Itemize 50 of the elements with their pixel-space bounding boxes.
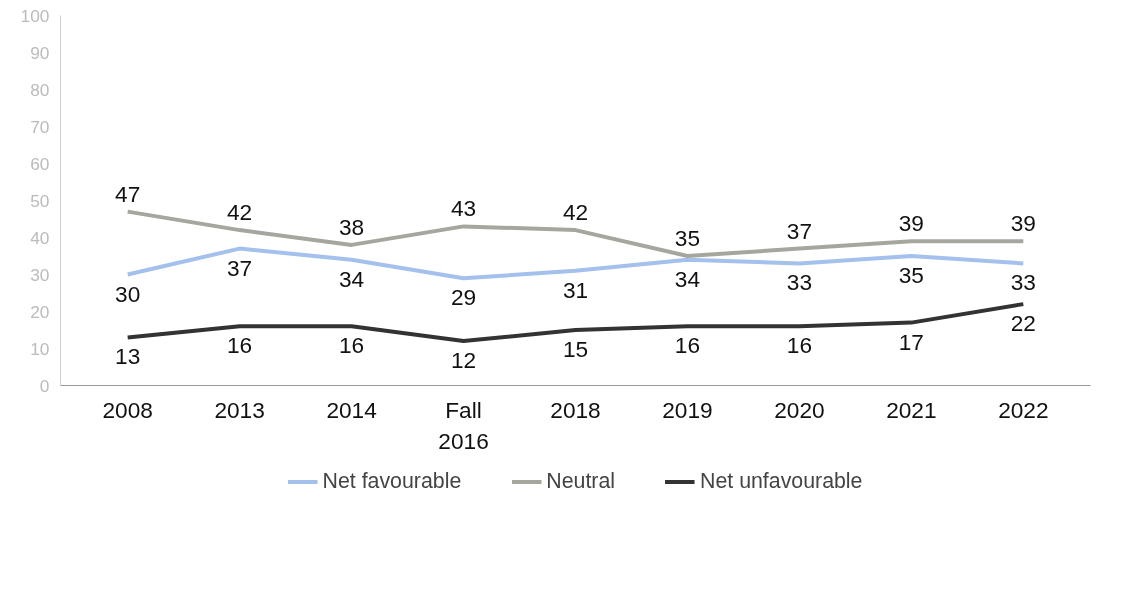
x-tick-label: 2019 — [662, 396, 713, 423]
y-tick-label: 40 — [30, 227, 50, 248]
x-tick-label: 2014 — [326, 396, 377, 423]
legend-label: Net favourable — [322, 468, 462, 494]
data-label: 35 — [898, 262, 924, 288]
y-tick-label: 60 — [30, 153, 50, 174]
x-tick-label: 2021 — [886, 396, 937, 423]
data-label: 43 — [450, 195, 477, 222]
data-label: 16 — [786, 332, 813, 359]
data-label: 42 — [227, 199, 253, 226]
y-tick-label: 50 — [30, 190, 50, 211]
x-tick-label: Fall 2016 — [438, 396, 489, 454]
data-label: 42 — [562, 199, 589, 226]
data-label: 39 — [898, 210, 924, 237]
legend-label: Neutral — [546, 468, 616, 494]
data-label: 33 — [786, 269, 813, 296]
data-label: 47 — [115, 180, 141, 207]
data-label: 34 — [674, 265, 701, 292]
data-label: 22 — [1010, 310, 1036, 337]
data-label: 16 — [674, 332, 701, 359]
data-label: 30 — [115, 280, 141, 307]
data-label: 12 — [450, 347, 477, 374]
data-label: 37 — [786, 217, 813, 244]
data-label: 16 — [338, 332, 365, 359]
y-tick-label: 30 — [30, 264, 50, 285]
data-label: 16 — [227, 332, 253, 359]
data-label: 38 — [338, 213, 365, 240]
x-tick-label: 2020 — [774, 396, 825, 423]
data-label: 34 — [338, 265, 365, 292]
data-label: 15 — [562, 336, 589, 362]
data-label: 31 — [562, 276, 589, 303]
data-label: 17 — [898, 328, 924, 355]
y-tick-label: 10 — [30, 338, 50, 359]
y-tick-label: 70 — [30, 116, 50, 137]
data-label: 39 — [1010, 210, 1036, 237]
y-tick-label: 20 — [30, 301, 50, 322]
x-tick-label: 2013 — [214, 396, 265, 423]
data-label: 33 — [1010, 269, 1036, 296]
data-label: 35 — [674, 225, 701, 251]
y-tick-label: 80 — [30, 79, 50, 100]
y-tick-label: 0 — [39, 375, 50, 396]
y-tick-label: 100 — [20, 5, 50, 26]
legend-label: Net unfavourable — [700, 468, 863, 494]
data-label: 13 — [115, 343, 141, 370]
data-label: 29 — [450, 284, 477, 311]
x-tick-label: 2022 — [998, 396, 1049, 423]
x-tick-label: 2008 — [102, 396, 153, 423]
x-tick-label: 2018 — [550, 396, 601, 423]
data-label: 37 — [227, 254, 253, 281]
y-tick-label: 90 — [30, 42, 50, 63]
